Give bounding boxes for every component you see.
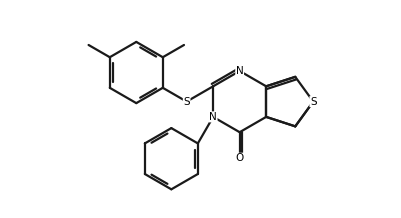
- Text: N: N: [209, 112, 217, 122]
- Text: N: N: [235, 66, 243, 76]
- Text: S: S: [309, 97, 316, 107]
- Text: S: S: [183, 97, 190, 107]
- Text: O: O: [235, 153, 243, 163]
